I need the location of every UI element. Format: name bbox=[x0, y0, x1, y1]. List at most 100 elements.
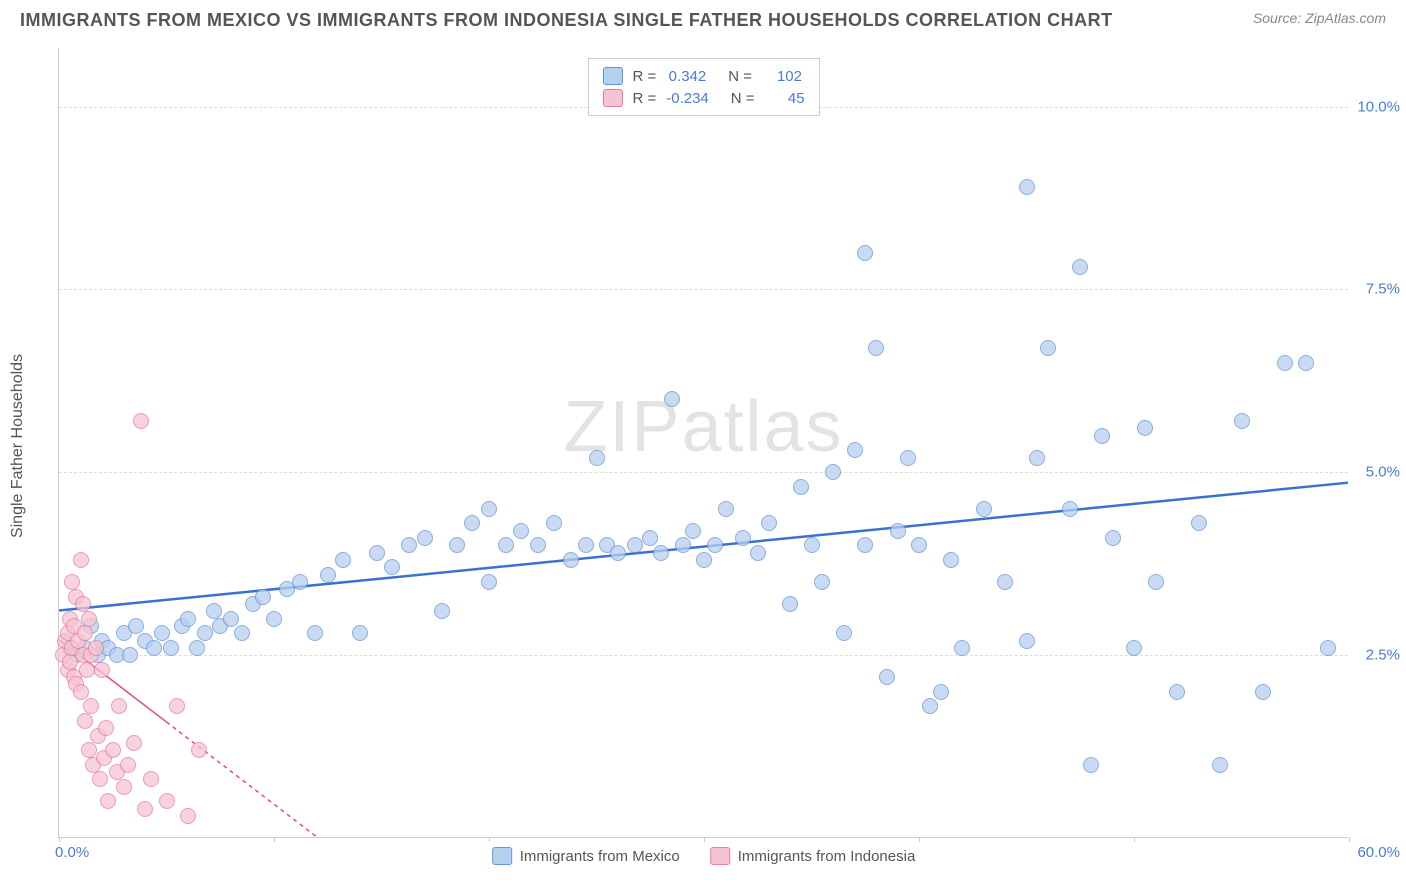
scatter-point bbox=[879, 669, 895, 685]
scatter-point bbox=[401, 537, 417, 553]
scatter-point bbox=[627, 537, 643, 553]
scatter-point bbox=[79, 662, 95, 678]
scatter-point bbox=[98, 720, 114, 736]
series-legend: Immigrants from Mexico Immigrants from In… bbox=[492, 847, 916, 865]
scatter-chart: ZIPatlas R =0.342N =102R =-0.234N =45 Im… bbox=[58, 48, 1348, 838]
scatter-point bbox=[143, 771, 159, 787]
scatter-point bbox=[449, 537, 465, 553]
scatter-point bbox=[180, 611, 196, 627]
legend-label: Immigrants from Indonesia bbox=[738, 848, 916, 865]
scatter-point bbox=[578, 537, 594, 553]
chart-header: IMMIGRANTS FROM MEXICO VS IMMIGRANTS FRO… bbox=[0, 0, 1406, 31]
scatter-point bbox=[750, 545, 766, 561]
scatter-point bbox=[857, 245, 873, 261]
watermark: ZIPatlas bbox=[563, 386, 843, 468]
scatter-point bbox=[825, 464, 841, 480]
scatter-point bbox=[1019, 179, 1035, 195]
scatter-point bbox=[804, 537, 820, 553]
scatter-point bbox=[1169, 684, 1185, 700]
scatter-point bbox=[81, 742, 97, 758]
scatter-point bbox=[352, 625, 368, 641]
scatter-point bbox=[116, 779, 132, 795]
scatter-point bbox=[206, 603, 222, 619]
scatter-point bbox=[1040, 340, 1056, 356]
legend-stat-row: R =0.342N =102 bbox=[602, 65, 804, 87]
scatter-point bbox=[137, 801, 153, 817]
scatter-point bbox=[320, 567, 336, 583]
scatter-point bbox=[146, 640, 162, 656]
scatter-point bbox=[836, 625, 852, 641]
scatter-point bbox=[1105, 530, 1121, 546]
scatter-point bbox=[1029, 450, 1045, 466]
scatter-point bbox=[83, 698, 99, 714]
legend-item: Immigrants from Indonesia bbox=[710, 847, 916, 865]
scatter-point bbox=[589, 450, 605, 466]
r-value: 0.342 bbox=[666, 68, 706, 85]
scatter-point bbox=[1212, 757, 1228, 773]
xtick-mark bbox=[1349, 837, 1350, 842]
scatter-point bbox=[128, 618, 144, 634]
scatter-point bbox=[73, 684, 89, 700]
scatter-point bbox=[976, 501, 992, 517]
ytick-label: 5.0% bbox=[1366, 464, 1400, 481]
scatter-point bbox=[191, 742, 207, 758]
source-label: Source: bbox=[1253, 10, 1305, 26]
xtick-label-max: 60.0% bbox=[1357, 844, 1400, 861]
chart-source: Source: ZipAtlas.com bbox=[1253, 10, 1386, 26]
legend-swatch bbox=[602, 89, 622, 107]
scatter-point bbox=[81, 611, 97, 627]
scatter-point bbox=[1277, 355, 1293, 371]
ytick-label: 7.5% bbox=[1366, 281, 1400, 298]
scatter-point bbox=[664, 391, 680, 407]
legend-swatch bbox=[602, 67, 622, 85]
scatter-point bbox=[189, 640, 205, 656]
scatter-point bbox=[922, 698, 938, 714]
gridline bbox=[59, 655, 1348, 656]
scatter-point bbox=[369, 545, 385, 561]
scatter-point bbox=[64, 574, 80, 590]
scatter-point bbox=[1191, 515, 1207, 531]
xtick-mark bbox=[489, 837, 490, 842]
scatter-point bbox=[384, 559, 400, 575]
scatter-point bbox=[105, 742, 121, 758]
xtick-mark bbox=[704, 837, 705, 842]
scatter-point bbox=[77, 625, 93, 641]
scatter-point bbox=[761, 515, 777, 531]
scatter-point bbox=[707, 537, 723, 553]
scatter-point bbox=[911, 537, 927, 553]
scatter-point bbox=[943, 552, 959, 568]
scatter-point bbox=[546, 515, 562, 531]
scatter-point bbox=[75, 596, 91, 612]
legend-swatch bbox=[710, 847, 730, 865]
scatter-point bbox=[307, 625, 323, 641]
scatter-point bbox=[1255, 684, 1271, 700]
correlation-legend: R =0.342N =102R =-0.234N =45 bbox=[587, 58, 819, 116]
scatter-point bbox=[159, 793, 175, 809]
scatter-point bbox=[498, 537, 514, 553]
scatter-point bbox=[481, 501, 497, 517]
legend-label: Immigrants from Mexico bbox=[520, 848, 680, 865]
scatter-point bbox=[481, 574, 497, 590]
xtick-mark bbox=[1134, 837, 1135, 842]
scatter-point bbox=[530, 537, 546, 553]
scatter-point bbox=[685, 523, 701, 539]
scatter-point bbox=[1094, 428, 1110, 444]
scatter-point bbox=[234, 625, 250, 641]
scatter-point bbox=[255, 589, 271, 605]
scatter-point bbox=[1298, 355, 1314, 371]
scatter-point bbox=[1062, 501, 1078, 517]
trend-lines bbox=[59, 48, 1348, 837]
r-value: -0.234 bbox=[666, 90, 709, 107]
ytick-label: 2.5% bbox=[1366, 647, 1400, 664]
source-value: ZipAtlas.com bbox=[1305, 10, 1386, 26]
ytick-label: 10.0% bbox=[1357, 98, 1400, 115]
scatter-point bbox=[417, 530, 433, 546]
scatter-point bbox=[1126, 640, 1142, 656]
legend-stat-row: R =-0.234N =45 bbox=[602, 87, 804, 109]
scatter-point bbox=[197, 625, 213, 641]
scatter-point bbox=[126, 735, 142, 751]
scatter-point bbox=[1234, 413, 1250, 429]
scatter-point bbox=[266, 611, 282, 627]
scatter-point bbox=[675, 537, 691, 553]
scatter-point bbox=[642, 530, 658, 546]
